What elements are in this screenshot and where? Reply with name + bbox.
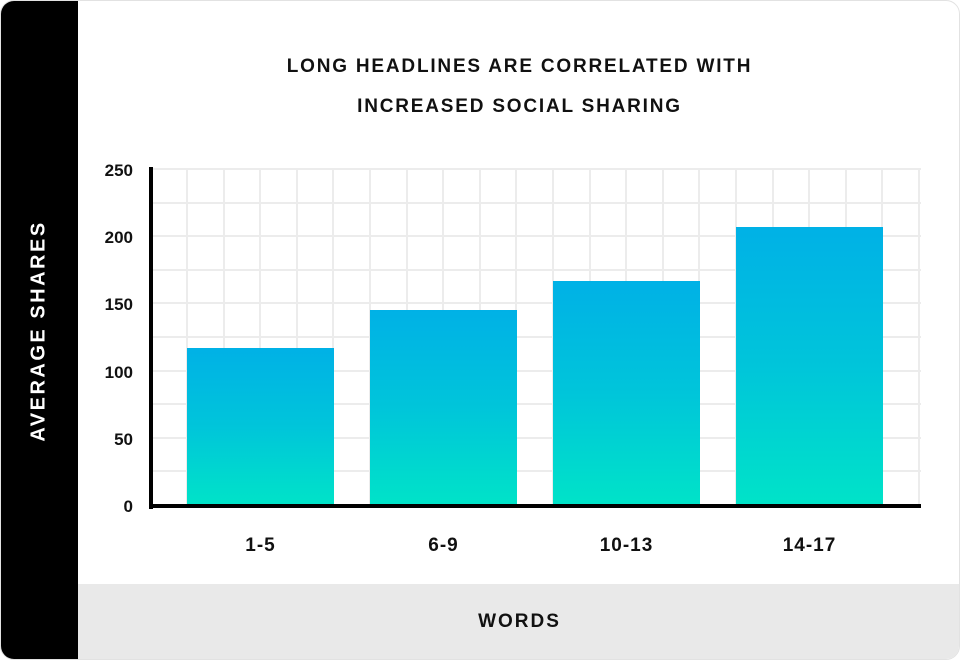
- gridline-horizontal: [149, 235, 921, 238]
- x-tick: 6-9: [428, 535, 459, 556]
- bar-1-5: [187, 347, 334, 505]
- gridline-horizontal: [149, 201, 921, 204]
- x-tick: 10-13: [599, 535, 654, 556]
- gridline-vertical: [259, 169, 261, 505]
- gridline-vertical: [223, 169, 225, 505]
- gridline-horizontal: [149, 302, 921, 305]
- y-axis-line: [149, 167, 153, 509]
- y-tick: 150: [104, 295, 133, 314]
- gridline-vertical: [296, 169, 298, 505]
- chart-title-line-1: LONG HEADLINES ARE CORRELATED WITH: [286, 56, 753, 77]
- gridline-horizontal: [149, 470, 921, 473]
- gridline-horizontal: [149, 268, 921, 271]
- bar-14-17: [736, 226, 883, 505]
- chart-title-line-2: INCREASED SOCIAL SHARING: [357, 96, 682, 117]
- y-tick: 50: [114, 430, 133, 449]
- bar-10-13: [553, 280, 700, 505]
- gridline-vertical: [332, 169, 334, 505]
- gridline-horizontal: [149, 168, 921, 170]
- x-tick: 1-5: [245, 535, 276, 556]
- y-tick: 100: [104, 363, 133, 382]
- y-tick: 200: [104, 228, 133, 247]
- bar-6-9: [370, 310, 517, 505]
- y-tick: 250: [104, 161, 133, 180]
- plot-area: [149, 168, 921, 505]
- y-axis-label: AVERAGE SHARES: [27, 220, 50, 442]
- gridline-horizontal: [149, 436, 921, 439]
- x-axis-line: [149, 504, 921, 508]
- y-tick: 0: [123, 497, 133, 516]
- x-tick: 14-17: [782, 535, 837, 556]
- y-axis-band: AVERAGE SHARES: [1, 1, 78, 659]
- x-axis-label: WORDS: [478, 611, 561, 632]
- gridline-horizontal: [149, 336, 921, 338]
- x-axis-footer: WORDS: [78, 584, 959, 659]
- gridline-horizontal: [149, 369, 921, 372]
- gridline-vertical: [918, 169, 920, 505]
- gridline-vertical: [186, 169, 188, 505]
- gridline-horizontal: [149, 403, 921, 406]
